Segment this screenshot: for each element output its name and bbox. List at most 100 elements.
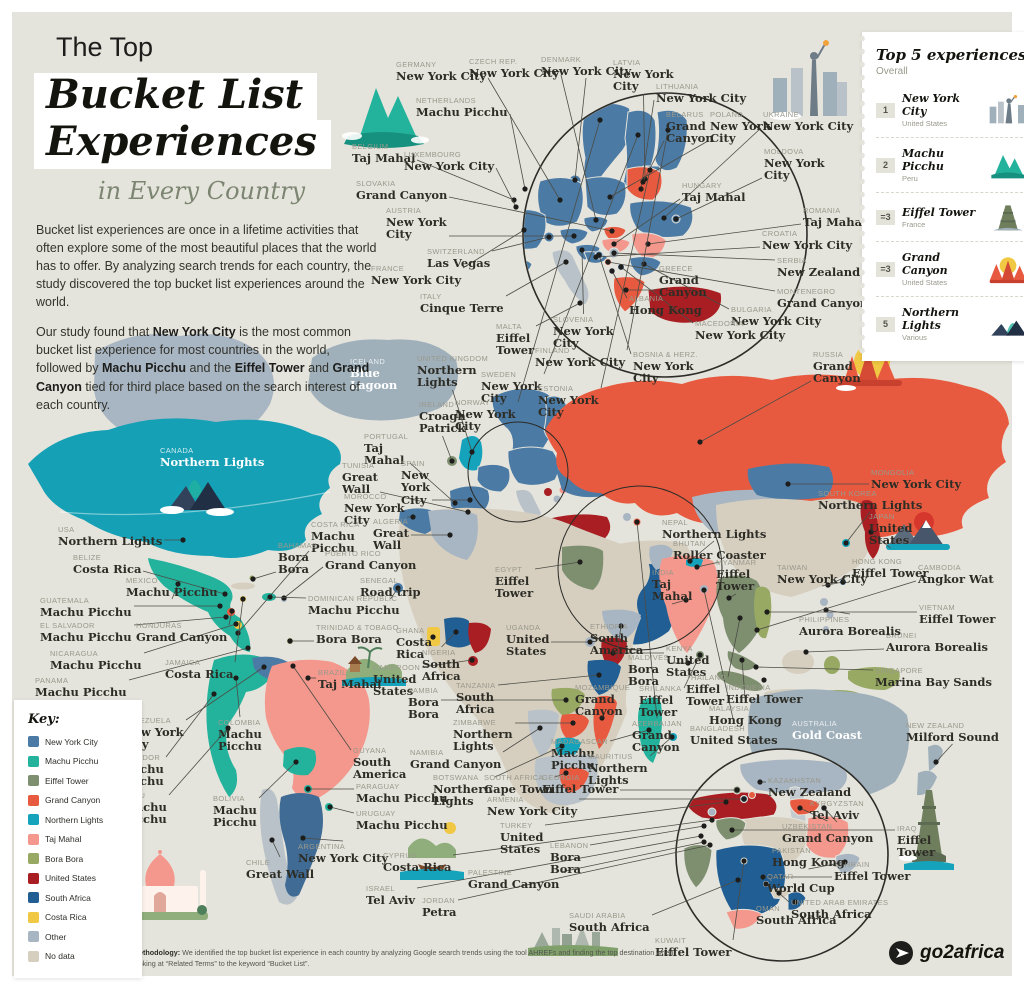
country-label: BULGARIA New York City (731, 305, 821, 327)
country-name: NEW ZEALAND (906, 721, 965, 730)
experience-name: Machu Picchu (213, 803, 257, 830)
key-swatch (28, 755, 39, 767)
country-name: VENEZUELA (123, 716, 171, 725)
experience-name: New York City (762, 238, 853, 252)
country-label: ESTONIA New York City (538, 384, 599, 419)
country-name: PANAMA (35, 676, 69, 685)
country-label: BOLIVIA Machu Picchu (213, 794, 257, 829)
country-name: COLOMBIA (218, 718, 261, 727)
experience-name: Eiffel Tower (496, 331, 535, 358)
country-label: TURKEY United States (500, 821, 543, 856)
key-item: South Africa (28, 892, 132, 903)
country-name: ALBANIA (629, 294, 664, 303)
country-name: AZERBAIJAN (632, 719, 683, 728)
country-label: MAURITIUS Northern Lights (588, 752, 648, 787)
country-name: UGANDA (506, 623, 541, 632)
country-name: TAIWAN (777, 563, 808, 572)
country-label: SPAIN New York City (401, 459, 430, 506)
country-name: BHUTAN (673, 539, 706, 548)
country-name: MACEDONIA (695, 319, 744, 328)
country-label: SINGAPORE Marina Bay Sands (875, 666, 992, 688)
title-line-1: Bucket List (34, 73, 318, 122)
experience-name: Taj Mahal (352, 151, 416, 165)
country-name: DOMINICAN REPUBLIC (308, 594, 398, 603)
country-name: MALDIVES (628, 653, 669, 662)
methodology-note: Methodology: We identified the top bucke… (133, 948, 693, 970)
country-name: ESTONIA (538, 384, 574, 393)
country-name: PAKISTAN (772, 846, 811, 855)
experience-name: New York City (404, 159, 495, 173)
experience-name: Machu Picchu (40, 605, 132, 619)
statue-of-liberty-illustration (769, 40, 847, 120)
country-label: OMAN South Africa (756, 904, 837, 926)
experience-name: New York City (613, 67, 674, 94)
key-item: Grand Canyon (28, 794, 132, 806)
country-name: BELIZE (73, 553, 102, 562)
top5-names: Eiffel Tower France (902, 206, 981, 229)
key-items: New York City Machu Picchu Eiffel Tower Gra… (28, 736, 132, 962)
country-name: UNITED KINGDOM (417, 354, 489, 363)
experience-name: Costa Rica (165, 667, 234, 681)
key-label: Northern Lights (45, 814, 104, 825)
key-label: New York City (45, 736, 98, 747)
experience-name: Machu Picchu (218, 727, 262, 754)
experience-name: Northern Lights (433, 782, 493, 809)
country-name: MOZAMBIQUE (575, 683, 631, 692)
country-label: MYANMAR Eiffel Tower (716, 558, 756, 593)
experience-name: Great Wall (342, 470, 378, 497)
country-name: BOSNIA & HERZ. (633, 350, 698, 359)
experience-name: New York City (777, 572, 868, 586)
methodology-text: We identified the top bucket list experi… (133, 948, 674, 968)
country-label: HONDURAS Grand Canyon (136, 621, 227, 643)
experience-name: United States (500, 830, 544, 857)
experience-name: Hong Kong (629, 303, 702, 317)
country-label: ETHIOPIA South America (590, 622, 643, 657)
country-name: CROATIA (762, 229, 798, 238)
country-name: SLOVENIA (553, 315, 594, 324)
country-label: ZAMBIA Bora Bora (408, 686, 439, 721)
country-name: BAHRAIN (834, 860, 870, 869)
key-swatch (28, 833, 39, 845)
experience-name: Machu Picchu (416, 105, 508, 119)
experience-name: Roller Coaster (673, 548, 766, 562)
key-item: Eiffel Tower (28, 775, 132, 786)
country-label: PALESTINE Grand Canyon (468, 868, 559, 890)
key-swatch (28, 911, 39, 923)
key-label: Other (45, 931, 67, 942)
machu-picchu-icon (991, 155, 1024, 179)
country-label: JAMAICA Costa Rica (165, 658, 233, 680)
country-label: MONGOLIA New York City (871, 468, 961, 490)
country-label: SENEGAL Road trip (360, 576, 421, 598)
country-name: BRAZIL (318, 668, 347, 677)
rank-badge: =3 (876, 261, 895, 277)
key-swatch (28, 950, 39, 962)
country-name: IRELAND (419, 400, 455, 409)
go2africa-logo-text: go2africa (920, 942, 1005, 963)
country-label: LATVIA New York City (613, 58, 674, 93)
key-item: New York City (28, 736, 132, 747)
country-name: HONG KONG (852, 557, 903, 566)
eiffel-tower-illustration (899, 790, 954, 870)
experience-country: Peru (902, 174, 918, 183)
country-label: PARAGUAY Machu Picchu (356, 782, 448, 804)
country-label: GERMANY New York City (396, 60, 486, 82)
experience-name: New York City (633, 359, 694, 386)
country-label: BELARUS Grand Canyon (666, 110, 714, 145)
experience-name: Aurora Borealis (886, 640, 988, 654)
country-name: BOLIVIA (213, 794, 245, 803)
country-label: AUSTRIA New York City (386, 206, 447, 241)
main-title: Bucket List Experiences (34, 73, 388, 169)
key-title: Key: (28, 712, 60, 727)
country-label: PUERTO RICO Grand Canyon (325, 549, 416, 571)
country-label: EGYPT Eiffel Tower (495, 565, 533, 600)
country-name: TANZANIA (456, 681, 496, 690)
experience-name: Hong Kong (772, 855, 845, 869)
country-name: BRUNEI (886, 631, 917, 640)
experience-name: Machu Picchu (35, 685, 127, 699)
country-name: POLAND (710, 110, 744, 119)
country-label: UGANDA United States (506, 623, 549, 658)
country-name: FINLAND (535, 346, 570, 355)
country-label: NAMIBIA Grand Canyon (410, 748, 501, 770)
country-name: NICARAGUA (50, 649, 98, 658)
country-name: NORWAY (455, 398, 491, 407)
